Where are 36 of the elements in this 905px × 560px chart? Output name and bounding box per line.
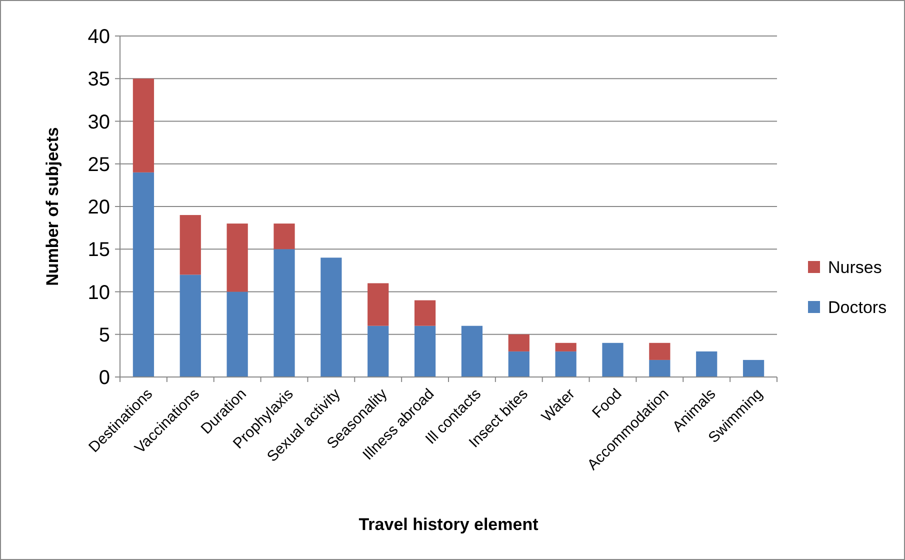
x-axis-title: Travel history element: [358, 515, 539, 534]
y-tick-label: 0: [98, 367, 110, 389]
bar: [226, 292, 248, 377]
bar: [180, 274, 201, 377]
bar: [368, 283, 389, 326]
bar: [555, 351, 576, 377]
y-axis-title: Number of subjects: [43, 127, 62, 286]
bar: [649, 342, 670, 360]
bar: [414, 326, 436, 377]
bar: [274, 224, 295, 250]
bar: [696, 351, 718, 377]
bar: [508, 334, 530, 352]
y-tick-label: 25: [88, 154, 110, 176]
y-tick-label: 5: [98, 324, 110, 346]
bar: [226, 224, 248, 292]
legend-label: Nurses: [828, 258, 882, 277]
y-tick-label: 15: [88, 239, 110, 262]
bar: [414, 300, 436, 326]
y-tick-label: 30: [88, 111, 110, 134]
bar: [602, 342, 624, 377]
legend-label: Doctors: [828, 298, 887, 317]
bar: [649, 360, 670, 377]
bar: [508, 351, 530, 377]
bar: [180, 215, 201, 275]
bar: [320, 258, 342, 377]
bar: [132, 172, 154, 377]
bar: [368, 326, 389, 377]
y-tick-label: 40: [88, 26, 110, 48]
y-tick-label: 10: [88, 282, 110, 304]
y-tick-label: 20: [88, 196, 110, 218]
bar: [742, 360, 764, 377]
bar: [555, 342, 576, 352]
bar: [461, 326, 483, 377]
bar: [132, 78, 154, 172]
y-tick-label: 35: [88, 68, 110, 91]
bar: [274, 249, 295, 377]
